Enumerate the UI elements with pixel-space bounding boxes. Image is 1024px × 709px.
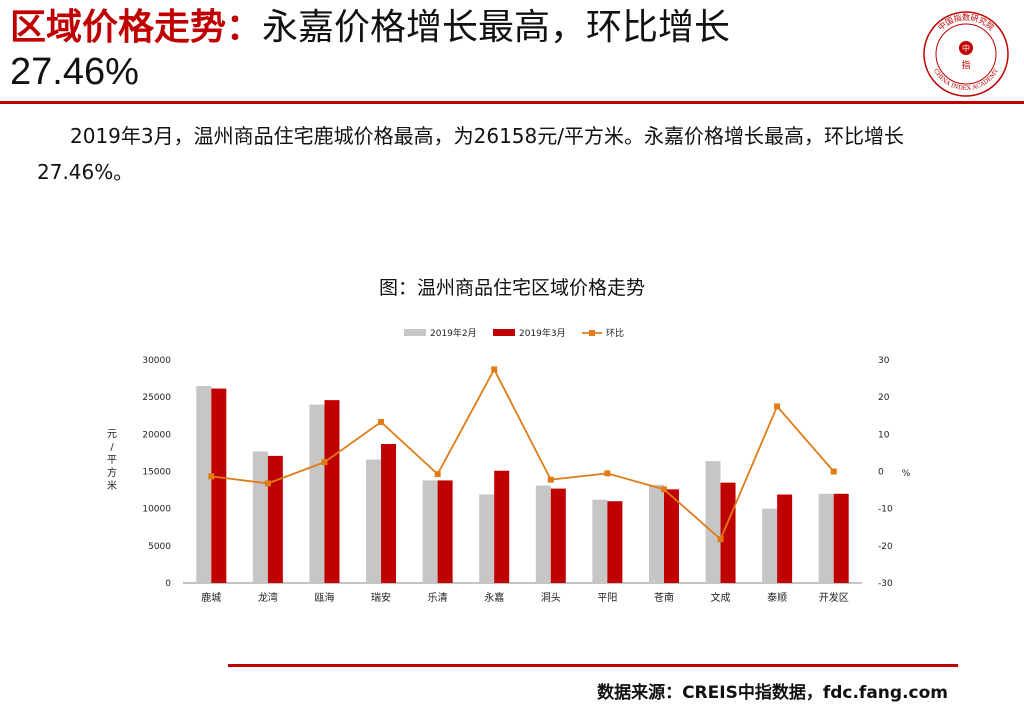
bar-mar — [607, 501, 623, 583]
bar-feb — [818, 493, 834, 583]
mom-point — [830, 468, 837, 475]
x-tick-label: 苍南 — [654, 591, 674, 604]
x-tick-label: 开发区 — [819, 591, 849, 604]
bar-mar — [324, 400, 340, 583]
x-tick-label: 洞头 — [541, 592, 561, 604]
bar-mar — [550, 488, 566, 583]
bar-feb — [252, 451, 268, 583]
bar-feb — [592, 499, 608, 583]
bar-mar — [381, 443, 397, 583]
legend-label: 环比 — [606, 327, 624, 339]
y-axis-label-char: / — [110, 442, 114, 453]
bar-feb — [196, 386, 212, 583]
title-percent: 27.46% — [10, 51, 139, 93]
y2-tick-label: 30 — [878, 356, 890, 366]
y-tick-label: 0 — [165, 579, 171, 589]
x-tick-label: 鹿城 — [201, 591, 221, 604]
title-rest: 永嘉价格增长最高，环比增长 — [262, 7, 731, 48]
mom-point — [774, 403, 781, 410]
summary-paragraph: 2019年3月，温州商品住宅鹿城价格最高，为26158元/平方米。永嘉价格增长最… — [37, 124, 904, 184]
mom-point — [264, 480, 271, 487]
legend-swatch — [404, 329, 426, 336]
bar-feb — [309, 404, 325, 583]
legend-label: 2019年2月 — [430, 327, 477, 339]
x-tick-label: 平阳 — [597, 592, 617, 604]
data-source: 数据来源：CREIS中指数据，fdc.fang.com — [597, 683, 948, 703]
bar-mar — [720, 482, 736, 583]
mom-line — [211, 367, 835, 541]
bar-feb — [479, 494, 495, 583]
y2-tick-label: 20 — [878, 393, 890, 403]
mom-point — [378, 419, 385, 426]
bar-mar — [833, 493, 849, 583]
bar-mar — [437, 480, 453, 583]
legend-marker — [589, 330, 595, 336]
logo-center-top: 中 — [962, 43, 970, 53]
header-divider — [0, 101, 1024, 104]
mom-point — [434, 471, 441, 478]
mom-point — [547, 476, 554, 483]
y-tick-label: 20000 — [142, 430, 171, 440]
bar-feb — [648, 484, 664, 583]
bar-mar — [267, 455, 283, 583]
x-tick-label: 瓯海 — [314, 591, 334, 604]
y-axis-label-char: 平 — [107, 455, 117, 466]
footer-divider — [228, 664, 958, 667]
title-highlight: 区域价格走势： — [10, 7, 263, 48]
legend-swatch — [493, 329, 515, 336]
bar-feb — [366, 459, 382, 583]
bar-feb — [422, 480, 438, 583]
mom-point — [491, 366, 498, 373]
y2-tick-label: -10 — [878, 505, 893, 515]
logo-center-bottom: 指 — [961, 59, 970, 71]
mom-point — [208, 473, 215, 480]
bar-feb — [762, 508, 778, 583]
bar-feb — [705, 461, 721, 583]
x-tick-label: 乐清 — [428, 591, 448, 604]
x-tick-label: 瑞安 — [371, 591, 391, 604]
x-tick-label: 文成 — [711, 591, 731, 604]
mom-point — [604, 470, 611, 477]
bar-mar — [494, 470, 510, 583]
bar-mar — [663, 489, 679, 583]
y-axis-label-char: 米 — [107, 479, 117, 492]
y-axis-label-char: 方 — [107, 466, 117, 479]
bar-mar — [777, 494, 793, 583]
bar-feb — [535, 485, 551, 583]
x-tick-label: 永嘉 — [484, 591, 504, 604]
y2-tick-label: 0 — [878, 468, 884, 478]
page-title: 区域价格走势：永嘉价格增长最高，环比增长 27.46% — [10, 2, 910, 93]
mom-point — [717, 536, 724, 543]
x-tick-label: 泰顺 — [767, 591, 787, 604]
y2-axis-label: % — [902, 469, 911, 479]
x-tick-label: 龙湾 — [258, 591, 278, 604]
legend-label: 2019年3月 — [519, 327, 566, 339]
y-tick-label: 15000 — [142, 468, 171, 478]
y-tick-label: 5000 — [148, 542, 171, 552]
y2-tick-label: 10 — [878, 430, 890, 440]
china-index-academy-logo: 中国指数研究院 CHINA INDEX ACADEMY 中 指 — [923, 11, 1009, 97]
y2-tick-label: -30 — [878, 579, 893, 589]
y-axis-label-char: 元 — [107, 429, 117, 440]
mom-point — [660, 486, 667, 493]
y-tick-label: 30000 — [142, 356, 171, 366]
y-tick-label: 25000 — [142, 393, 171, 403]
chart-title: 图：温州商品住宅区域价格走势 — [378, 277, 645, 299]
y2-tick-label: -20 — [878, 542, 893, 552]
y-tick-label: 10000 — [142, 505, 171, 515]
bar-mar — [211, 388, 227, 583]
mom-point — [321, 459, 328, 466]
